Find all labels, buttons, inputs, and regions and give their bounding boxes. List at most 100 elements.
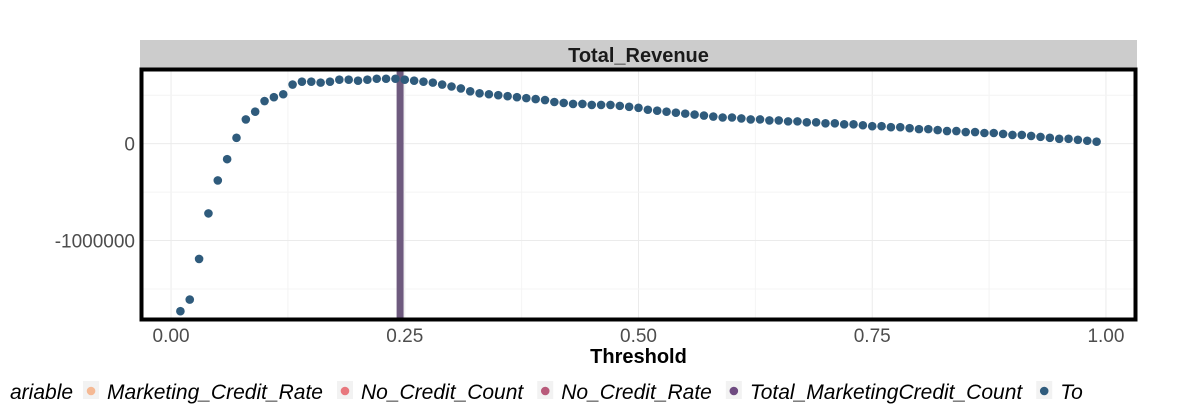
- data-point: [1092, 137, 1101, 147]
- y-tick-label: -1000000: [55, 232, 135, 253]
- facet-strip: [140, 40, 1137, 68]
- data-point: [643, 105, 653, 115]
- data-point: [400, 75, 410, 85]
- data-point: [858, 120, 868, 130]
- data-point: [802, 118, 812, 127]
- legend-title: ariable: [10, 381, 73, 404]
- data-point: [297, 77, 307, 86]
- data-point: [821, 119, 830, 128]
- data-point: [335, 75, 344, 85]
- data-point: [316, 78, 325, 87]
- data-point: [877, 121, 886, 131]
- data-point: [391, 74, 400, 84]
- data-point: [465, 87, 475, 96]
- data-point: [830, 119, 840, 128]
- data-point: [568, 99, 578, 109]
- data-point: [1036, 132, 1045, 142]
- data-point: [793, 117, 802, 126]
- data-point: [774, 116, 784, 125]
- data-point: [306, 77, 316, 86]
- legend-key: [729, 386, 739, 396]
- data-point: [278, 89, 288, 99]
- legend-key: [1039, 386, 1049, 396]
- data-point: [755, 115, 765, 124]
- data-point: [1045, 133, 1055, 143]
- data-point: [989, 128, 999, 138]
- data-point: [325, 77, 335, 86]
- legend-label: Total_MarketingCredit_Count: [750, 381, 1024, 404]
- data-point: [849, 119, 858, 129]
- data-point: [381, 74, 391, 84]
- data-point: [194, 254, 204, 264]
- data-point: [886, 122, 896, 132]
- data-point: [765, 116, 774, 125]
- data-point: [419, 77, 428, 86]
- data-point: [942, 126, 952, 136]
- legend-label: To: [1060, 381, 1083, 404]
- data-point: [353, 76, 363, 85]
- data-points: [176, 74, 1101, 316]
- data-point: [596, 100, 606, 110]
- data-point: [344, 75, 353, 85]
- legend-key: [86, 386, 96, 396]
- data-point: [1026, 131, 1036, 141]
- data-point: [409, 76, 419, 85]
- data-point: [222, 154, 232, 164]
- data-point: [512, 92, 522, 102]
- data-point: [811, 118, 821, 127]
- data-point: [895, 122, 905, 132]
- data-point: [867, 121, 877, 131]
- data-point: [933, 125, 942, 135]
- data-point: [428, 78, 438, 87]
- panel-border: [139, 67, 1138, 322]
- data-point: [559, 98, 569, 108]
- data-point: [839, 119, 849, 129]
- data-point: [1017, 130, 1027, 140]
- data-point: [213, 176, 223, 185]
- legend-key: [340, 386, 350, 396]
- x-tick-label: 0.25: [386, 326, 423, 347]
- data-point: [1008, 130, 1017, 140]
- data-point: [615, 101, 625, 111]
- data-point: [690, 110, 699, 119]
- data-point: [372, 74, 382, 84]
- data-point: [708, 112, 718, 121]
- data-point: [699, 111, 709, 120]
- data-point: [727, 113, 737, 122]
- data-point: [232, 133, 241, 143]
- data-point: [503, 91, 512, 101]
- x-axis-ticks: 0.00 0.25 0.50 0.75 1.00: [153, 326, 1125, 347]
- data-point: [260, 96, 269, 106]
- data-point: [185, 295, 195, 304]
- data-point: [269, 92, 279, 102]
- data-point: [924, 124, 933, 134]
- data-point: [1073, 135, 1083, 145]
- x-tick-label: 0.75: [854, 326, 891, 347]
- data-point: [493, 90, 503, 100]
- data-point: [204, 209, 213, 218]
- data-point: [970, 127, 980, 137]
- data-point: [980, 128, 989, 138]
- data-point: [241, 115, 251, 124]
- data-point: [447, 82, 456, 91]
- data-point: [1082, 136, 1092, 146]
- data-point: [746, 115, 755, 124]
- data-point: [1064, 134, 1073, 144]
- data-point: [606, 100, 615, 110]
- data-point: [1054, 134, 1064, 144]
- x-axis-title: Threshold: [590, 346, 687, 368]
- data-point: [914, 124, 924, 134]
- data-point: [680, 109, 690, 118]
- data-point: [783, 117, 793, 126]
- x-tick-label: 0.00: [153, 326, 190, 347]
- legend-key: [540, 386, 550, 396]
- data-point: [437, 80, 447, 89]
- data-point: [522, 93, 531, 103]
- data-point: [578, 99, 587, 109]
- y-tick-label: 0: [124, 135, 135, 156]
- data-point: [952, 126, 961, 136]
- data-point: [652, 106, 662, 116]
- legend: ariable Marketing_Credit_Rate No_Credit_Co…: [10, 381, 1083, 404]
- x-tick-label: 0.50: [620, 326, 657, 347]
